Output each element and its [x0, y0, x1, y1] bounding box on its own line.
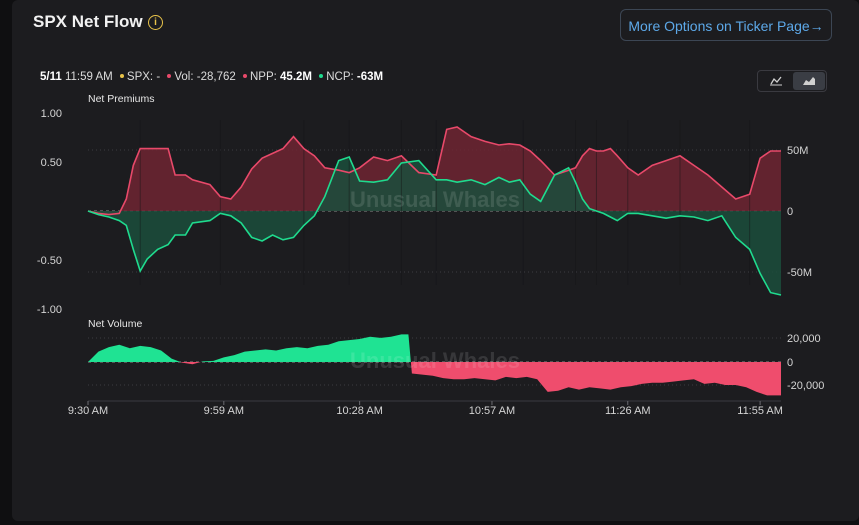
area-chart-toggle[interactable] [793, 72, 825, 90]
right-tick-label: -50M [787, 267, 812, 279]
page-title: SPX Net Flow [33, 12, 143, 31]
npp-line [87, 126, 781, 216]
vol-label: Vol: [174, 71, 194, 83]
volume-tick-label: 0 [787, 357, 793, 369]
more-options-button[interactable]: More Options on Ticker Page→ [620, 9, 832, 41]
volume-negative-area [88, 362, 781, 396]
left-tick-label: -1.00 [37, 304, 62, 316]
left-tick-label: -0.50 [37, 255, 62, 267]
spx-label: SPX: [126, 71, 154, 83]
status-bar: 5/11 11:59 AM SPX: - Vol: -28,762 NPP: 4… [40, 71, 383, 83]
net-volume-plot [88, 334, 781, 396]
left-tick-label: 1.00 [41, 108, 62, 120]
dot-icon [319, 73, 324, 78]
status-time: 11:59 AM [64, 71, 113, 83]
ncp-area [88, 157, 781, 295]
line-chart-toggle[interactable] [760, 72, 792, 90]
watermark: Unusual Whales [350, 348, 520, 373]
x-tick-label: 9:59 AM [204, 405, 244, 417]
dot-icon [167, 73, 172, 78]
status-date: 5/11 [40, 71, 62, 83]
net-premiums-label: Net Premiums [88, 93, 155, 105]
watermark: Unusual Whales [350, 187, 520, 212]
npp-area [88, 127, 781, 215]
ncp-label: NCP: [326, 71, 354, 83]
x-tick-label: 10:57 AM [469, 405, 515, 417]
net-volume-label: Net Volume [88, 318, 142, 330]
x-tick-label: 10:28 AM [336, 405, 382, 417]
left-tick-label: 0.50 [41, 157, 62, 169]
vol-value: -28,762 [196, 71, 236, 83]
line-chart-icon [770, 76, 782, 86]
x-tick-label: 11:26 AM [605, 405, 651, 417]
npp-value: 45.2M [280, 71, 312, 83]
volume-tick-label: 20,000 [787, 333, 821, 345]
ncp-value: -63M [356, 71, 384, 83]
x-tick-label: 9:30 AM [68, 405, 108, 417]
dot-icon [242, 73, 247, 78]
chart-type-toggle [757, 70, 827, 92]
dot-icon [119, 73, 124, 78]
area-chart-icon [803, 77, 815, 85]
x-tick-label: 11:55 AM [737, 405, 783, 417]
right-tick-label: 0 [787, 206, 793, 218]
spx-value: - [156, 71, 161, 83]
volume-positive-area [88, 334, 781, 362]
right-tick-label: 50M [787, 145, 808, 157]
ncp-line [87, 156, 782, 296]
net-premium-plot [87, 120, 782, 296]
axis-labels: Unusual Whales Unusual Whales Net Premiums… [37, 93, 824, 417]
info-icon[interactable]: i [148, 15, 163, 30]
volume-tick-label: -20,000 [787, 380, 824, 392]
net-flow-card [12, 0, 859, 521]
npp-label: NPP: [249, 71, 277, 83]
